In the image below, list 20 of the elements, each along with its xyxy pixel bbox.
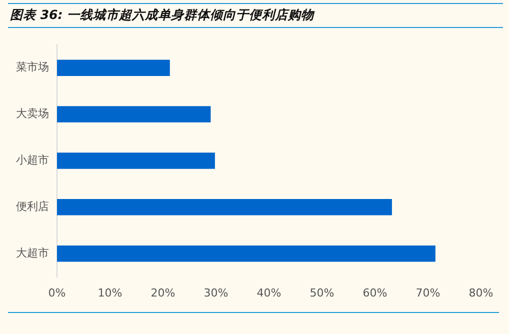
x-tick-label: 80% xyxy=(468,286,494,300)
x-tick-label: 30% xyxy=(204,286,228,300)
y-tick-label: 便利店 xyxy=(16,200,49,213)
x-tick-label: 60% xyxy=(362,286,388,300)
bar xyxy=(57,60,170,76)
bar xyxy=(57,245,436,262)
x-tick-label: 50% xyxy=(310,286,334,300)
y-tick-label: 小超市 xyxy=(16,154,49,167)
x-tick-label: 70% xyxy=(416,286,440,300)
y-tick-label: 大卖场 xyxy=(16,107,49,120)
x-tick-label: 10% xyxy=(98,286,122,300)
bar xyxy=(57,106,211,122)
y-tick-label: 菜市场 xyxy=(16,60,49,74)
y-tick-label: 大超市 xyxy=(16,246,49,260)
bar xyxy=(57,152,215,169)
x-tick-label: 0% xyxy=(48,286,66,300)
x-tick-label: 40% xyxy=(256,286,282,300)
chart-title: 图表 36: 一线城市超六成单身群体倾向于便利店购物 xyxy=(8,3,503,28)
bar xyxy=(57,199,392,216)
x-tick-label: 20% xyxy=(150,286,176,300)
